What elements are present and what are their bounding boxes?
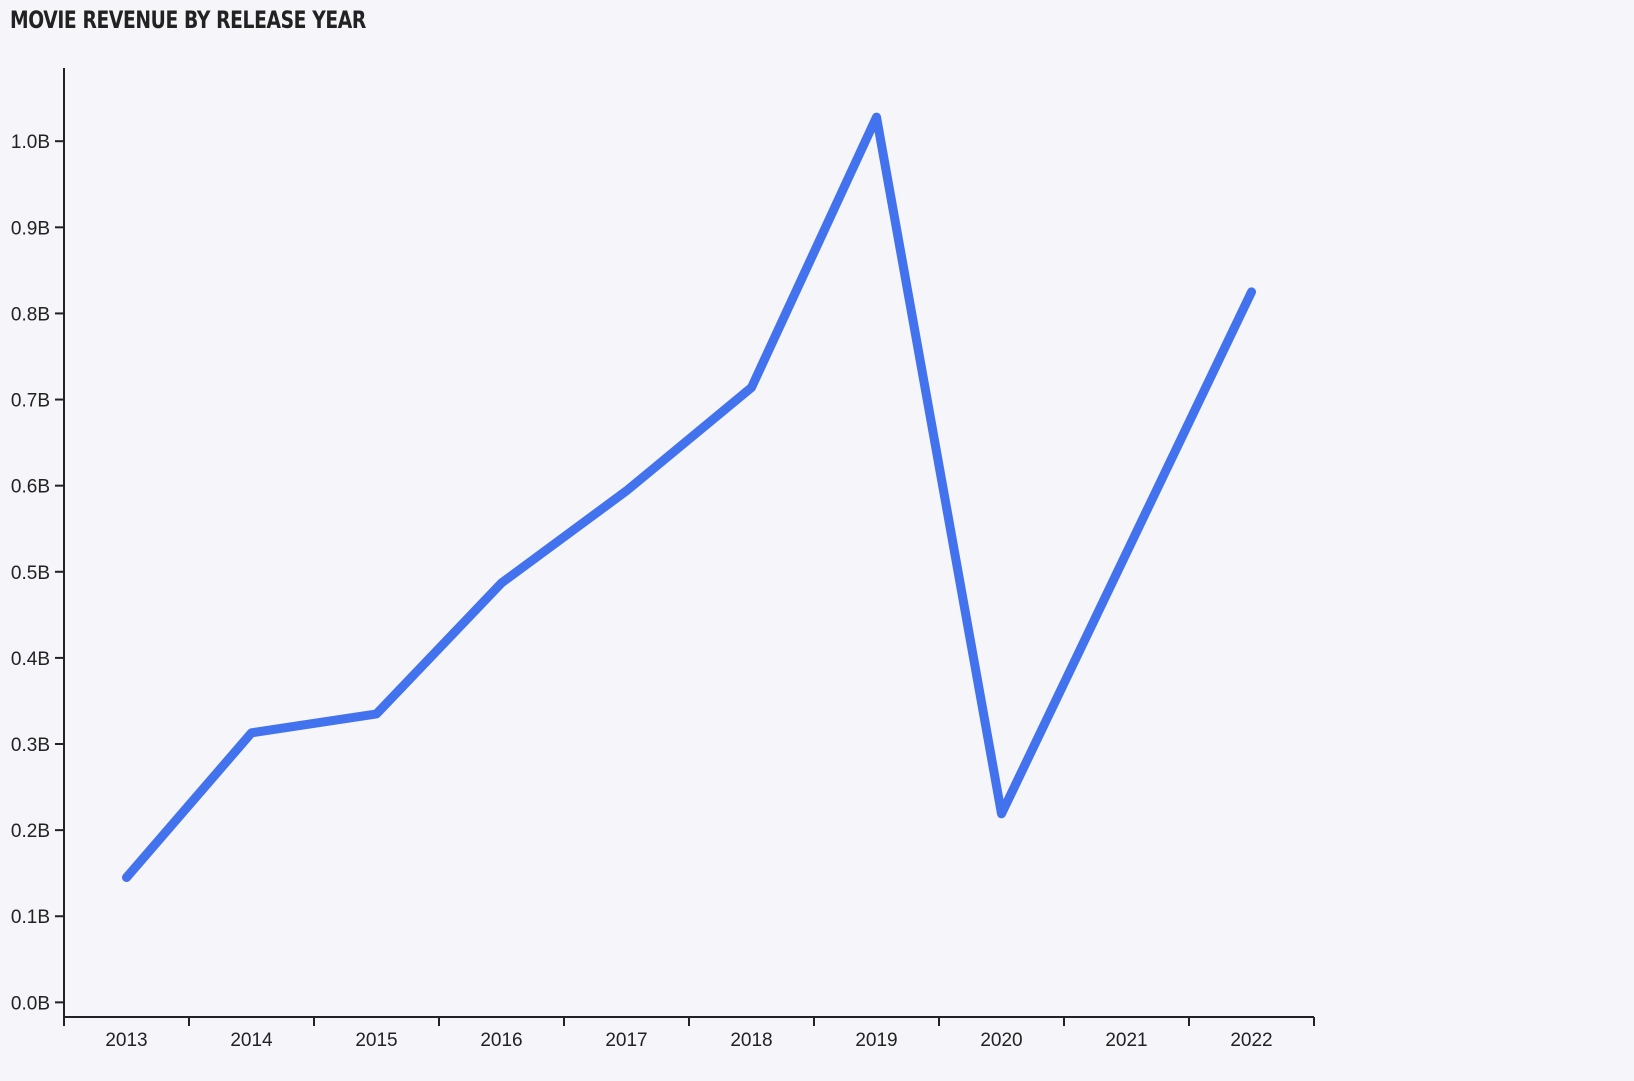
- series-layer: [122, 112, 1256, 882]
- y-tick-label: 0.5B: [11, 563, 50, 584]
- x-tick-label: 2015: [355, 1030, 397, 1051]
- series-line: [122, 112, 1256, 882]
- y-tick-label: 0.7B: [11, 391, 50, 412]
- y-axis: 0.0B 0.1B 0.2B 0.3B 0.4B 0.5B 0.6B 0.7B 0.8B 0.9B…: [11, 68, 65, 1017]
- x-tick-label: 2017: [605, 1030, 647, 1051]
- y-tick-label: 0.3B: [11, 735, 50, 756]
- chart-title: MOVIE REVENUE BY RELEASE YEAR: [10, 6, 366, 34]
- x-tick-label: 2022: [1230, 1030, 1272, 1051]
- x-tick-label: 2020: [980, 1030, 1022, 1051]
- x-tick-label: 2021: [1105, 1030, 1147, 1051]
- y-tick-label: 0.8B: [11, 304, 50, 325]
- x-tick-label: 2014: [230, 1030, 273, 1051]
- y-tick-label: 1.0B: [11, 132, 50, 153]
- x-tick-label: 2016: [480, 1030, 522, 1051]
- y-tick-label: 0.2B: [11, 821, 50, 842]
- y-tick-label: 0.4B: [11, 649, 50, 670]
- y-tick-label: 0.6B: [11, 477, 50, 498]
- y-tick-label: 0.1B: [11, 907, 50, 928]
- x-tick-label: 2018: [730, 1030, 772, 1051]
- x-axis: 2013 2014 2015 2016 2017 2018 2019 2020 2021 2022: [63, 1016, 1315, 1051]
- x-tick-label: 2013: [105, 1030, 147, 1051]
- y-tick-label: 0.9B: [11, 218, 50, 239]
- y-tick-label: 0.0B: [11, 993, 50, 1014]
- x-tick-label: 2019: [855, 1030, 897, 1051]
